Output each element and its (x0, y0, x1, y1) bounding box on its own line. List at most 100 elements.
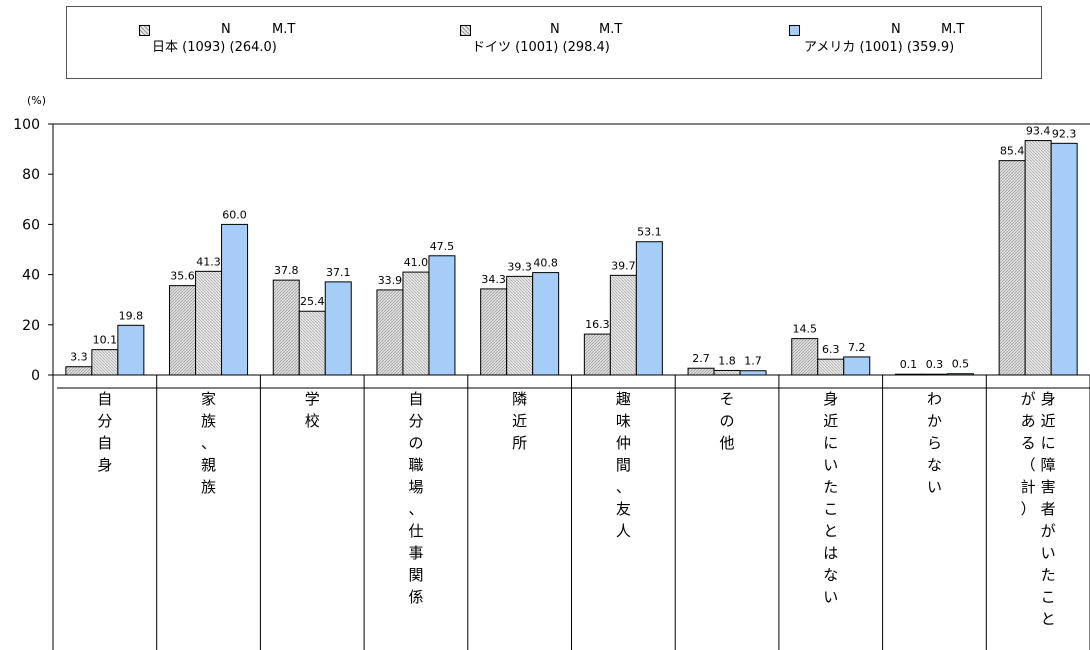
category-char: 障 (1041, 456, 1056, 474)
data-label: 39.3 (507, 260, 532, 273)
legend-n-label: N (221, 22, 231, 37)
bar (506, 275, 534, 376)
category-char: 隣 (512, 390, 527, 408)
category-char: 近 (1041, 412, 1056, 430)
bar (532, 272, 560, 376)
bar (687, 367, 715, 376)
category-char: 分 (408, 412, 423, 430)
legend-mt-label: M.T (599, 22, 623, 37)
category-label: その他 (720, 390, 735, 452)
legend-mt-label: M.T (272, 22, 296, 37)
bar (1024, 140, 1052, 376)
data-label: 35.6 (170, 270, 195, 283)
bar (428, 255, 456, 376)
bar (1050, 142, 1078, 376)
category-char: 、 (408, 500, 423, 518)
legend-swatch (139, 25, 150, 36)
category-char: 他 (720, 434, 735, 452)
category-char: に (1041, 434, 1056, 452)
category-char: 自 (97, 390, 112, 408)
bar (843, 356, 871, 376)
category-char: が (1041, 522, 1056, 540)
bar (817, 358, 845, 376)
bar (91, 349, 119, 376)
category-char: 所 (512, 434, 527, 452)
data-label: 60.0 (222, 208, 247, 221)
data-label: 16.3 (585, 318, 610, 331)
category-char: に (823, 434, 838, 452)
category-char: こ (1041, 588, 1056, 606)
data-label: 3.3 (70, 351, 88, 364)
data-label: 14.5 (793, 323, 818, 336)
legend-series-name: ドイツ (1001) (298.4) (472, 40, 610, 55)
bar (65, 366, 93, 376)
data-label: 37.8 (274, 264, 299, 277)
category-char: 害 (1041, 478, 1056, 496)
category-char: 友 (616, 500, 631, 518)
data-label: 10.1 (93, 334, 118, 347)
category-char: と (1041, 610, 1056, 628)
data-label: 7.2 (848, 341, 866, 354)
bar (298, 310, 326, 376)
category-char: い (927, 478, 942, 496)
category-char: 者 (1041, 500, 1056, 518)
category-char: 族 (201, 478, 216, 496)
data-label: 34.3 (481, 273, 506, 286)
category-char: た (823, 478, 838, 496)
category-char: い (1041, 544, 1056, 562)
legend: N M.T 日本 (1093) (264.0) N M.T ドイツ (1001) (298… (66, 6, 1042, 79)
y-axis-unit: (%) (27, 94, 47, 107)
bar (221, 223, 249, 376)
legend-n-label: N (891, 22, 901, 37)
data-label: 40.8 (533, 257, 558, 270)
data-label: 33.9 (378, 274, 403, 287)
bar (583, 333, 611, 376)
category-char: 自 (408, 390, 423, 408)
category-label: 学校 (305, 390, 320, 430)
category-char: わ (927, 390, 942, 408)
data-label: 25.4 (300, 295, 325, 308)
data-label: 2.7 (692, 352, 710, 365)
data-label: 41.3 (196, 255, 221, 268)
data-label: 85.4 (1000, 145, 1025, 158)
bar (791, 338, 819, 376)
legend-swatch (460, 25, 471, 36)
bar (713, 369, 741, 376)
category-char: 、 (201, 434, 216, 452)
legend-n-label: N (550, 22, 560, 37)
category-char: 人 (616, 522, 631, 540)
data-label: 1.8 (718, 354, 736, 367)
category-char: い (823, 588, 838, 606)
data-label: 6.3 (822, 343, 840, 356)
data-label: 37.1 (326, 266, 351, 279)
data-label: 92.3 (1052, 127, 1077, 140)
data-label: 53.1 (637, 226, 662, 239)
bar (998, 160, 1026, 376)
category-char: ） (1021, 500, 1036, 518)
y-tick-label: 80 (22, 167, 40, 183)
category-char: 自 (97, 434, 112, 452)
category-char: 身 (97, 456, 112, 474)
data-label: 0.5 (952, 358, 970, 371)
bar (117, 324, 145, 376)
category-char: そ (720, 390, 735, 408)
data-label: 47.5 (430, 240, 455, 253)
bar (635, 241, 663, 376)
category-char: 近 (823, 412, 838, 430)
category-char: ら (927, 434, 942, 452)
category-char: 族 (201, 412, 216, 430)
data-label: 0.1 (900, 358, 918, 371)
y-tick-label: 40 (22, 268, 40, 284)
bar (272, 279, 300, 376)
bar (609, 274, 637, 376)
legend-series-name: アメリカ (1001) (359.9) (804, 40, 955, 55)
category-char: あ (1021, 412, 1036, 430)
category-char: 身 (823, 390, 838, 408)
category-char: 間 (616, 456, 631, 474)
